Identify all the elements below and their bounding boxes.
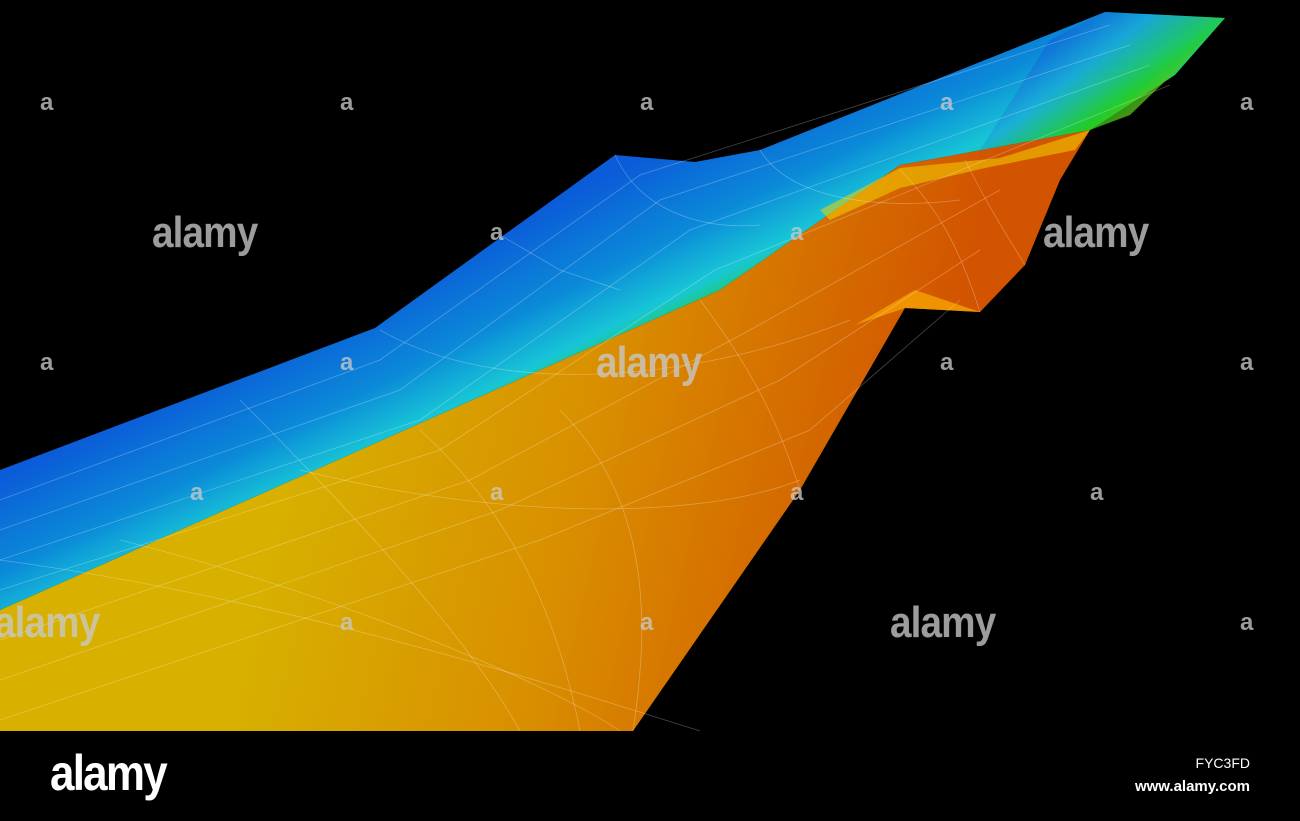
watermark-small: a [340,609,353,636]
watermark-logo: alamy [0,598,100,647]
footer-bar: alamy FYC3FD www.alamy.com [0,731,1300,821]
watermark-small: a [340,349,353,376]
watermark-logo: alamy [1043,208,1149,257]
upper-surface [0,12,1225,610]
watermark-small: a [40,89,53,116]
watermark-logo: alamy [890,598,996,647]
watermark-small: a [640,89,653,116]
watermark-small: a [490,479,503,506]
watermark-small: a [1090,479,1103,506]
flap-fold [855,290,980,325]
site-url[interactable]: www.alamy.com [1134,778,1250,795]
watermark-logo: alamy [596,338,702,387]
watermark-small: a [490,219,503,246]
watermark-small: a [940,349,953,376]
watermark-logo: alamy [152,208,258,257]
watermark-small: a [340,89,353,116]
watermark-small: a [40,349,53,376]
watermark-small: a [790,479,803,506]
watermark-small: a [790,219,803,246]
image-id: FYC3FD [1195,755,1250,771]
watermark-small: a [640,609,653,636]
mesh-grid [0,24,1171,731]
wing-tip [980,12,1225,150]
leading-edge-highlight [820,130,1090,220]
wing-surface-render [0,12,1225,731]
alamy-logo: alamy [50,745,168,801]
watermark-small: a [1240,89,1253,116]
watermark-small: a [940,89,953,116]
watermark-small: a [1240,609,1253,636]
watermark-small: a [1240,349,1253,376]
watermark-small: a [190,479,203,506]
lower-surface [0,130,1090,731]
